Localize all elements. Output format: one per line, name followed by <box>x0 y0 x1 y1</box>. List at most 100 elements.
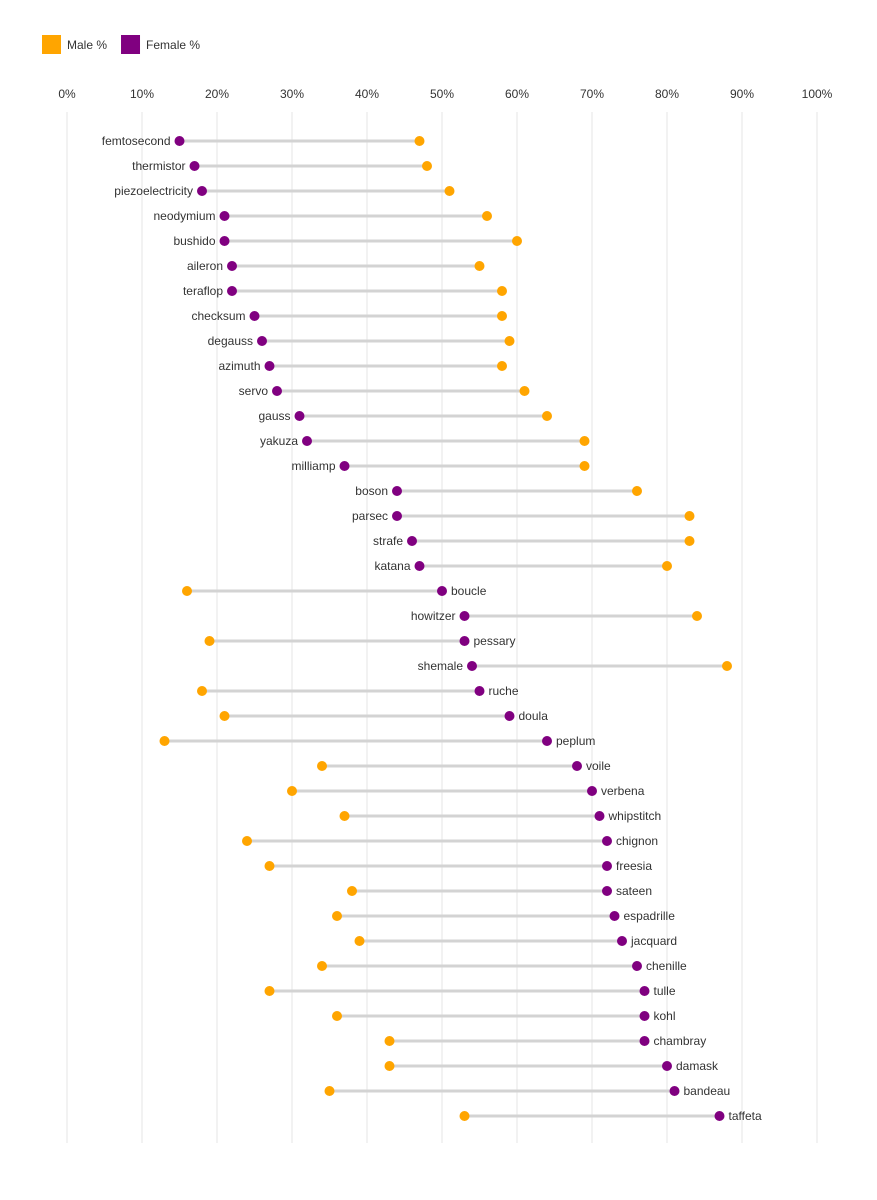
male-dot-parsec <box>684 511 695 521</box>
x-tick-label-9: 90% <box>730 87 754 101</box>
row-label-chignon: chignon <box>616 834 658 848</box>
female-dot-whipstitch <box>594 811 605 821</box>
female-dot-yakuza <box>302 436 312 446</box>
female-dot-degauss <box>257 336 267 346</box>
x-tick-label-3: 30% <box>280 87 304 101</box>
row-label-espadrille: espadrille <box>624 909 676 923</box>
female-dot-strafe <box>407 536 417 546</box>
female-dot-neodymium <box>219 211 230 221</box>
male-dot-chignon <box>242 836 252 846</box>
female-dot-tulle <box>639 986 650 996</box>
male-dot-boucle <box>182 586 192 596</box>
female-dot-pessary <box>459 636 470 646</box>
legend-swatch-0 <box>42 35 61 54</box>
row-label-voile: voile <box>586 759 611 773</box>
male-dot-gauss <box>542 411 552 421</box>
female-dot-voile <box>572 761 582 771</box>
male-dot-aileron <box>474 261 485 271</box>
row-label-doula: doula <box>519 709 549 723</box>
male-dot-strafe <box>684 536 695 546</box>
row-label-shemale: shemale <box>418 659 464 673</box>
male-dot-whipstitch <box>339 811 350 821</box>
female-dot-bushido <box>219 236 230 246</box>
row-label-peplum: peplum <box>556 734 595 748</box>
male-dot-yakuza <box>579 436 590 446</box>
male-dot-pessary <box>204 636 215 646</box>
male-dot-checksum <box>497 311 507 321</box>
female-dot-damask <box>662 1061 672 1071</box>
x-tick-label-8: 80% <box>655 87 679 101</box>
row-label-parsec: parsec <box>352 509 388 523</box>
male-dot-neodymium <box>482 211 492 221</box>
female-dot-thermistor <box>189 161 200 171</box>
male-dot-thermistor <box>422 161 432 171</box>
x-tick-label-6: 60% <box>505 87 529 101</box>
row-label-teraflop: teraflop <box>183 284 223 298</box>
female-dot-boson <box>392 486 402 496</box>
female-dot-katana <box>414 561 425 571</box>
male-dot-peplum <box>159 736 170 746</box>
male-dot-kohl <box>332 1011 342 1021</box>
x-tick-label-5: 50% <box>430 87 454 101</box>
female-dot-jacquard <box>617 936 627 946</box>
male-dot-howitzer <box>692 611 702 621</box>
female-dot-boucle <box>437 586 447 596</box>
row-label-azimuth: azimuth <box>218 359 260 373</box>
female-dot-chenille <box>632 961 642 971</box>
female-dot-servo <box>272 386 282 396</box>
male-dot-ruche <box>197 686 207 696</box>
row-label-kohl: kohl <box>654 1009 676 1023</box>
male-dot-piezoelectricity <box>444 186 455 196</box>
male-dot-tulle <box>264 986 275 996</box>
male-dot-doula <box>219 711 230 721</box>
legend-swatch-1 <box>121 35 141 54</box>
row-label-thermistor: thermistor <box>132 159 185 173</box>
male-dot-azimuth <box>497 361 507 371</box>
row-label-yakuza: yakuza <box>260 434 298 448</box>
female-dot-espadrille <box>609 911 620 921</box>
female-dot-kohl <box>639 1011 650 1021</box>
x-tick-label-10: 100% <box>802 87 833 101</box>
male-dot-chenille <box>317 961 327 971</box>
male-dot-servo <box>519 386 530 396</box>
male-dot-espadrille <box>332 911 342 921</box>
row-label-sateen: sateen <box>616 884 652 898</box>
legend-label-1: Female % <box>146 38 200 52</box>
female-dot-gauss <box>294 411 305 421</box>
row-label-pessary: pessary <box>474 634 516 648</box>
male-dot-katana <box>662 561 672 571</box>
male-dot-chambray <box>384 1036 395 1046</box>
row-label-strafe: strafe <box>373 534 403 548</box>
female-dot-piezoelectricity <box>197 186 207 196</box>
male-dot-femtosecond <box>414 136 425 146</box>
male-dot-damask <box>384 1061 395 1071</box>
male-dot-sateen <box>347 886 357 896</box>
male-dot-bushido <box>512 236 522 246</box>
row-label-damask: damask <box>676 1059 719 1073</box>
legend-label-0: Male % <box>67 38 107 52</box>
female-dot-bandeau <box>669 1086 680 1096</box>
row-label-piezoelectricity: piezoelectricity <box>114 184 193 198</box>
female-dot-howitzer <box>459 611 470 621</box>
row-label-neodymium: neodymium <box>153 209 215 223</box>
female-dot-sateen <box>602 886 612 896</box>
female-dot-ruche <box>474 686 485 696</box>
row-label-ruche: ruche <box>489 684 519 698</box>
male-dot-voile <box>317 761 327 771</box>
male-dot-bandeau <box>324 1086 335 1096</box>
row-label-boson: boson <box>355 484 388 498</box>
male-dot-shemale <box>722 661 732 671</box>
male-dot-verbena <box>287 786 297 796</box>
male-dot-teraflop <box>497 286 507 296</box>
female-dot-taffeta <box>714 1111 725 1121</box>
row-label-verbena: verbena <box>601 784 645 798</box>
female-dot-parsec <box>392 511 402 521</box>
female-dot-aileron <box>227 261 237 271</box>
row-label-katana: katana <box>374 559 410 573</box>
row-label-whipstitch: whipstitch <box>608 809 662 823</box>
row-label-jacquard: jacquard <box>630 934 677 948</box>
row-label-freesia: freesia <box>616 859 652 873</box>
female-dot-chignon <box>602 836 612 846</box>
male-dot-jacquard <box>354 936 365 946</box>
